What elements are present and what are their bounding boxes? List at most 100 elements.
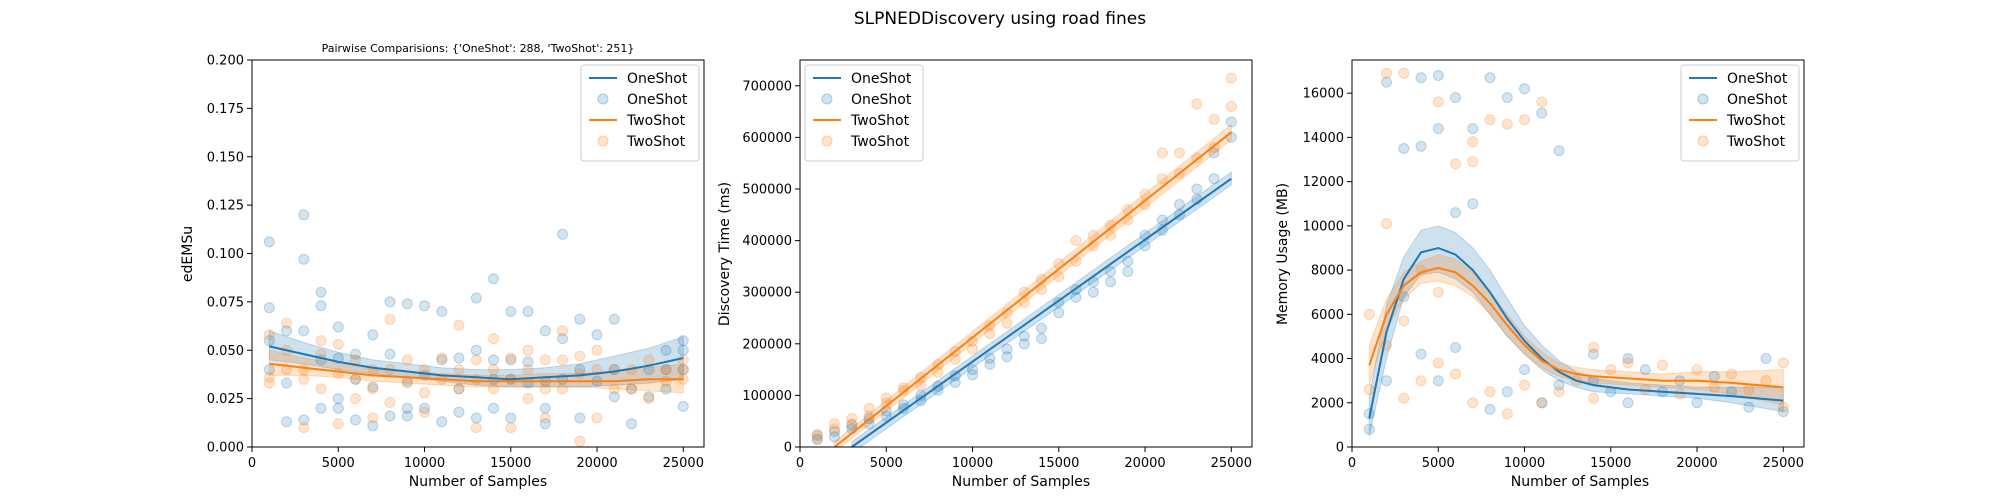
plot-discovery-time-twoshot-point <box>1156 147 1168 159</box>
plot-edemsu-oneshot-point <box>522 356 534 368</box>
plot-edemsu-twoshot-point <box>557 354 568 366</box>
plot-discovery-time-twoshot-point <box>829 418 840 430</box>
plot-discovery-time-oneshot-point <box>1036 322 1047 334</box>
plot-memory-usage-xtick-label: 25000 <box>1763 456 1804 471</box>
plot-edemsu-oneshot-point <box>677 400 689 412</box>
plot-edemsu-twoshot-point <box>488 364 499 376</box>
plot-edemsu-twoshot-point <box>367 412 379 424</box>
plot-discovery-time-oneshot-point <box>1105 276 1116 288</box>
plot-edemsu-xtick-label: 10000 <box>404 456 445 471</box>
plot-discovery-time-twoshot-point <box>949 353 961 365</box>
plot-memory-usage-oneshot-point <box>1432 375 1444 387</box>
plot-memory-usage-ytick-label: 6000 <box>1311 308 1344 323</box>
plot-memory-usage-oneshot-point <box>1467 123 1479 135</box>
plot-edemsu-oneshot-point <box>470 412 482 424</box>
plot-memory-usage-oneshot-confidence-band <box>1368 225 1784 437</box>
plot-edemsu-twoshot-point <box>643 393 655 405</box>
plot-edemsu-ytick-label: 0.150 <box>207 150 244 165</box>
plot-edemsu-twoshot-point <box>626 383 637 395</box>
plot-discovery-time-xtick-label: 25000 <box>1211 456 1252 471</box>
plot-edemsu-ytick-label: 0.025 <box>207 392 244 407</box>
plot-edemsu-oneshot-point <box>332 321 344 333</box>
plot-discovery-time-oneshot-point <box>949 370 961 382</box>
plot-discovery-time: Number of Samples Discovery Time (ms) 0 5… <box>717 59 1253 490</box>
plot-edemsu-oneshot-point <box>626 383 637 395</box>
plot-discovery-time-oneshot-point <box>829 431 840 443</box>
plot-memory-usage-oneshot-point <box>1553 145 1565 157</box>
plot-edemsu-twoshot-point <box>298 422 310 434</box>
plot-memory-usage-oneshot-point <box>1708 370 1720 382</box>
plot-edemsu-twoshot-point <box>332 368 344 379</box>
plot-edemsu-oneshot-point <box>419 300 430 312</box>
plot-edemsu-oneshot-point <box>263 302 275 314</box>
plot-memory-usage-legend-oneshot-marker-swatch <box>1697 93 1709 105</box>
plot-discovery-time-xtick-label: 15000 <box>1038 456 1079 471</box>
plot-edemsu-oneshot-point <box>453 383 465 395</box>
plot-memory-usage-twoshot-point <box>1484 114 1496 126</box>
plot-edemsu-twoshot-point <box>539 383 551 395</box>
plot-edemsu-twoshot-point <box>505 352 517 364</box>
plot-discovery-time-oneshot-point <box>811 433 823 445</box>
plot-memory-usage-twoshot-point <box>1467 136 1479 148</box>
plot-memory-usage-twoshot-point <box>1743 384 1755 395</box>
plot-memory-usage-legend: OneShot OneShot TwoShot TwoShot <box>1680 64 1800 162</box>
plot-discovery-time-ytick-label: 0 <box>784 441 792 456</box>
plot-discovery-time-ytick-label: 500000 <box>742 183 792 198</box>
plot-discovery-time-twoshot-point <box>811 433 823 445</box>
plot-edemsu-twoshot-point <box>384 313 396 325</box>
plot-discovery-time-twoshot-point <box>1174 147 1185 159</box>
plot-memory-usage-twoshot-point <box>1708 381 1720 393</box>
plot-discovery-time-twoshot-point <box>829 423 840 435</box>
plot-discovery-time-oneshot-point <box>846 419 858 431</box>
plot-edemsu-twoshot-point <box>470 354 482 366</box>
plot-discovery-time-oneshot-point <box>984 358 996 370</box>
plot-edemsu-oneshot-point <box>660 383 672 395</box>
plot-discovery-time-twoshot-point <box>1001 307 1013 319</box>
plot-memory-usage: Number of Samples Memory Usage (MB) 0 500… <box>1275 59 1805 490</box>
plot-edemsu-oneshot-point <box>591 329 603 341</box>
plot-edemsu-twoshot-point <box>574 350 586 362</box>
plot-edemsu-ylabel: edEMSu <box>180 226 196 282</box>
plot-edemsu-oneshot-point <box>436 306 448 317</box>
plot-discovery-time-oneshot-point <box>1122 266 1134 278</box>
plot-memory-usage-oneshot-point <box>1415 348 1427 360</box>
plot-discovery-time-oneshot-point <box>1001 343 1013 355</box>
plot-discovery-time-oneshot-point <box>1070 291 1082 303</box>
plot-discovery-time-twoshot-point <box>811 428 823 440</box>
plot-memory-usage-oneshot-point <box>1691 397 1703 409</box>
plot-edemsu-xtick-label: 20000 <box>576 456 617 471</box>
plot-edemsu-oneshot-point <box>263 335 275 347</box>
plot-memory-usage-twoshot-point <box>1657 359 1668 371</box>
plot-memory-usage-legend-oneshot-label: OneShot <box>1727 71 1788 87</box>
plot-edemsu-twoshot-point <box>281 317 292 329</box>
plot-discovery-time-legend-twoshot-label: TwoShot <box>850 113 910 129</box>
plot-edemsu-title: Pairwise Comparisions: {'OneShot': 288, … <box>322 42 635 55</box>
plot-memory-usage-oneshot-point <box>1501 386 1513 398</box>
plot-edemsu-oneshot-point <box>677 335 689 347</box>
plot-memory-usage-oneshot-point <box>1450 342 1461 353</box>
plot-discovery-time-oneshot-point <box>949 377 961 388</box>
plot-edemsu-oneshot-point <box>677 364 689 376</box>
plot-edemsu-ytick-label: 0.050 <box>207 344 244 359</box>
plot-edemsu-xlabel: Number of Samples <box>409 474 547 490</box>
plot-edemsu-twoshot-point <box>401 377 413 389</box>
plot-memory-usage-oneshot-point <box>1588 348 1599 360</box>
plot-edemsu-oneshot-point <box>298 325 310 337</box>
plot-edemsu-twoshot-point <box>591 412 603 424</box>
plot-discovery-time-oneshot-point <box>1208 147 1220 159</box>
plot-memory-usage-twoshot-point <box>1777 401 1789 413</box>
plot-edemsu-legend-twoshot-label: TwoShot <box>626 113 686 129</box>
plot-edemsu-oneshot-point <box>315 286 327 298</box>
plot-discovery-time-ytick-label: 400000 <box>742 234 792 249</box>
plot-memory-usage-twoshot-point <box>1432 286 1444 298</box>
plot-edemsu-twoshot-point <box>332 338 344 350</box>
plot-memory-usage-oneshot-point <box>1484 403 1496 415</box>
plot-discovery-time-ytick-label: 300000 <box>742 286 792 301</box>
plot-memory-usage-twoshot-point <box>1363 308 1375 320</box>
plot-memory-usage-oneshot-point <box>1432 123 1444 135</box>
plot-memory-usage-oneshot-point <box>1553 379 1565 391</box>
plot-edemsu-twoshot-point <box>263 371 275 383</box>
plot-memory-usage-ytick-label: 2000 <box>1311 396 1344 411</box>
